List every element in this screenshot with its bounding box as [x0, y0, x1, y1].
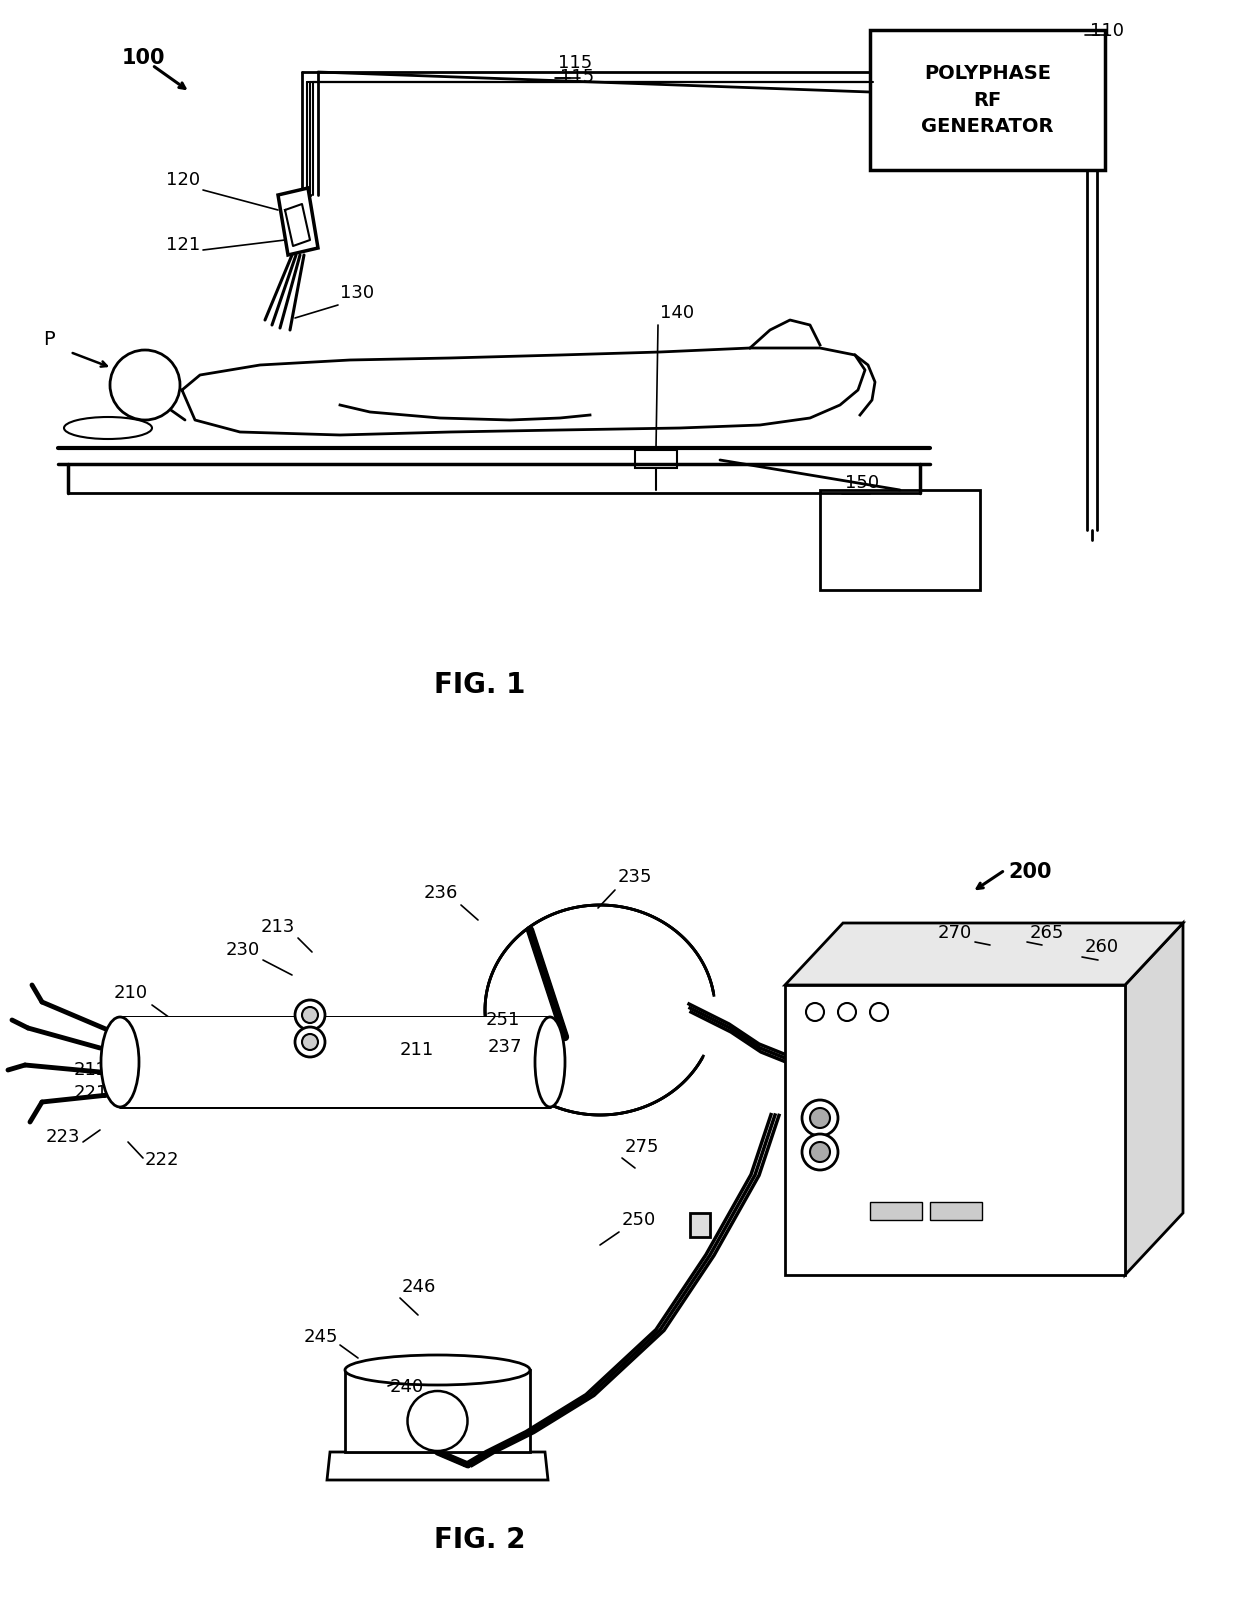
Text: 246: 246	[402, 1278, 436, 1296]
Circle shape	[303, 1006, 317, 1022]
Polygon shape	[120, 1018, 551, 1107]
Text: 110: 110	[1090, 22, 1123, 40]
Text: 250: 250	[622, 1211, 656, 1229]
Text: 251: 251	[486, 1011, 520, 1029]
Bar	[870, 1202, 923, 1219]
Bar	[861, 1035, 1070, 1181]
Text: 130: 130	[340, 285, 374, 302]
Circle shape	[295, 1027, 325, 1058]
Circle shape	[802, 1134, 838, 1170]
Text: FIG. 2: FIG. 2	[434, 1526, 526, 1554]
Text: 235: 235	[618, 867, 652, 886]
Polygon shape	[1125, 923, 1183, 1275]
Text: FIG. 1: FIG. 1	[434, 670, 526, 699]
Text: 210: 210	[114, 984, 148, 1002]
Circle shape	[110, 350, 180, 419]
Circle shape	[802, 1101, 838, 1136]
Text: 150: 150	[844, 474, 879, 493]
Text: 260: 260	[1085, 938, 1120, 955]
Text: 120: 120	[166, 171, 200, 189]
Circle shape	[810, 1107, 830, 1128]
Text: 270: 270	[937, 925, 972, 942]
Bar	[689, 1213, 711, 1237]
Circle shape	[408, 1390, 467, 1451]
Ellipse shape	[345, 1355, 529, 1386]
Text: 100: 100	[122, 48, 165, 67]
Circle shape	[870, 1003, 888, 1021]
Text: 200: 200	[1008, 862, 1052, 882]
Text: 222: 222	[145, 1150, 180, 1170]
Circle shape	[806, 1003, 825, 1021]
Text: 121: 121	[166, 235, 200, 254]
Text: 211: 211	[401, 1042, 434, 1059]
Text: 230: 230	[226, 941, 260, 958]
Text: 115: 115	[560, 67, 594, 86]
Text: 223: 223	[46, 1128, 81, 1146]
Bar	[820, 490, 980, 590]
Polygon shape	[785, 986, 1125, 1275]
Text: 221: 221	[73, 1085, 108, 1102]
Polygon shape	[785, 923, 1183, 986]
Text: 237: 237	[487, 1038, 522, 1056]
Bar	[930, 1202, 982, 1219]
Polygon shape	[327, 1453, 548, 1480]
Bar	[345, 1370, 529, 1453]
Polygon shape	[278, 187, 317, 254]
Text: 240: 240	[391, 1378, 424, 1395]
Bar	[635, 450, 677, 467]
Text: 115: 115	[558, 54, 593, 72]
Text: 140: 140	[660, 304, 694, 322]
Ellipse shape	[100, 1018, 139, 1107]
Ellipse shape	[534, 1018, 565, 1107]
Circle shape	[303, 1034, 317, 1050]
Text: 213: 213	[260, 918, 295, 936]
Text: 275: 275	[625, 1138, 660, 1155]
Circle shape	[838, 1003, 856, 1021]
Circle shape	[810, 1142, 830, 1162]
Circle shape	[295, 1000, 325, 1030]
Text: POLYPHASE
RF
GENERATOR: POLYPHASE RF GENERATOR	[921, 64, 1054, 136]
Text: P: P	[43, 330, 55, 349]
Text: 265: 265	[1030, 925, 1064, 942]
Text: 245: 245	[304, 1328, 339, 1346]
Ellipse shape	[64, 418, 153, 438]
Text: 236: 236	[424, 883, 458, 902]
Text: 212: 212	[73, 1061, 108, 1078]
Bar	[870, 30, 1105, 170]
